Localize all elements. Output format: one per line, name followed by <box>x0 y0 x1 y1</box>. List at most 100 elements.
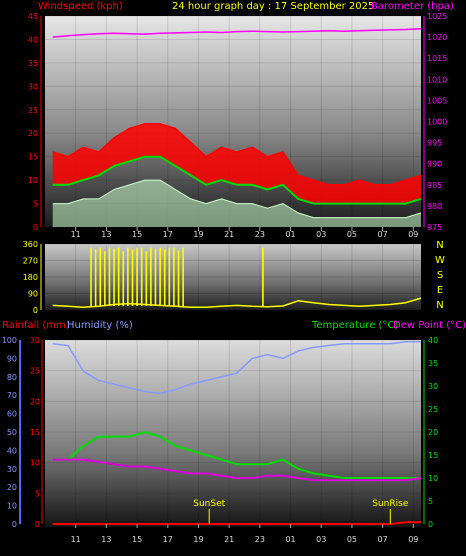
x-tick-label: 15 <box>132 535 142 544</box>
direction-grid <box>45 243 421 311</box>
dewpoint-line <box>52 458 422 482</box>
rainfall-tick-label: 5 <box>35 489 40 498</box>
x-tick-label: 01 <box>285 535 295 544</box>
barometer-line <box>52 27 422 38</box>
x-tick-label: 11 <box>71 535 81 544</box>
temperature-tick-label: 10 <box>428 474 438 483</box>
compass-label: W <box>435 255 445 266</box>
humidity-tick-label: 100 <box>2 336 17 345</box>
temperature-tick-label: 40 <box>428 336 438 345</box>
wind-tick-label: 25 <box>28 106 38 115</box>
temperature-tick-label: 0 <box>428 520 433 529</box>
wind-tick-label: 35 <box>28 59 38 68</box>
baro-tick-label: 975 <box>427 223 442 232</box>
temp-humidity-plot-area <box>45 340 421 527</box>
rainfall-tick-label: 20 <box>30 397 40 406</box>
x-tick-label: 21 <box>224 230 234 239</box>
direction-tick-label: 0 <box>33 306 38 315</box>
x-tick-label: 09 <box>408 535 418 544</box>
x-tick-label: 19 <box>193 535 203 544</box>
x-tick-label: 03 <box>316 230 326 239</box>
humidity-line <box>52 341 421 395</box>
dewpoint-axis-label: Dew Point (°C) <box>393 320 466 331</box>
wind-speed-line <box>52 179 422 219</box>
compass-label: N <box>436 240 443 251</box>
x-tick-label: 05 <box>347 535 357 544</box>
x-tick-label: 13 <box>101 535 111 544</box>
baro-tick-label: 1025 <box>427 12 447 21</box>
direction-tick-label: 90 <box>28 290 38 299</box>
humidity-axis-label: Humidity (%) <box>67 320 133 331</box>
bottom-x-axis-ticks: 11 13 15 17 19 21 23 01 03 05 07 09 <box>71 524 418 544</box>
x-tick-label: 03 <box>316 535 326 544</box>
humidity-tick-label: 50 <box>7 428 17 437</box>
wind-tick-label: 45 <box>28 12 38 21</box>
direction-tick-label: 180 <box>23 273 38 282</box>
direction-tick-label: 360 <box>23 240 38 249</box>
baro-tick-label: 1020 <box>427 33 447 42</box>
direction-series <box>52 247 422 309</box>
wind-tick-label: 15 <box>28 153 38 162</box>
baro-tick-label: 1005 <box>427 96 447 105</box>
x-tick-label: 11 <box>71 230 81 239</box>
temperature-tick-label: 5 <box>428 497 433 506</box>
windspeed-axis-label: Windspeed (kph) <box>38 1 123 12</box>
direction-axis-ticks: 0 90 180 270 360 <box>23 240 42 315</box>
wind-gust-line <box>52 123 422 186</box>
x-tick-label: 05 <box>347 230 357 239</box>
humidity-tick-label: 60 <box>7 410 17 419</box>
rainfall-line <box>52 521 421 525</box>
wind-tick-label: 5 <box>33 200 38 209</box>
baro-tick-label: 985 <box>427 181 442 190</box>
x-tick-label: 07 <box>378 535 388 544</box>
x-tick-label: 09 <box>408 230 418 239</box>
baro-tick-label: 1000 <box>427 118 447 127</box>
baro-tick-label: 980 <box>427 202 442 211</box>
compass-label: N <box>436 300 443 311</box>
rainfall-tick-label: 0 <box>35 520 40 529</box>
sun-annotation-label: SunSet <box>193 499 225 509</box>
x-tick-label: 01 <box>285 230 295 239</box>
wind-tick-label: 40 <box>28 35 38 44</box>
direction-tick-label: 270 <box>23 257 38 266</box>
sun-annotation-label: SunRise <box>372 499 409 509</box>
temperature-tick-label: 20 <box>428 428 438 437</box>
rainfall-axis-ticks: 0 5 10 15 20 25 30 <box>30 336 43 529</box>
wind-tick-label: 30 <box>28 82 38 91</box>
compass-label: S <box>437 270 443 281</box>
wind-average-line <box>52 155 422 205</box>
x-tick-label: 17 <box>163 230 173 239</box>
rainfall-tick-label: 30 <box>30 336 40 345</box>
x-tick-label: 17 <box>163 535 173 544</box>
rainfall-tick-label: 15 <box>30 428 40 437</box>
humidity-tick-label: 40 <box>7 446 17 455</box>
temperature-tick-label: 15 <box>428 451 438 460</box>
wind-speed-area <box>52 180 421 227</box>
barometer-axis-label: Barometer (hpa) <box>371 1 454 12</box>
x-tick-label: 19 <box>193 230 203 239</box>
humidity-tick-label: 70 <box>7 391 17 400</box>
temperature-tick-label: 25 <box>428 405 438 414</box>
direction-plot-area <box>45 244 421 310</box>
x-tick-label: 23 <box>255 535 265 544</box>
humidity-axis-ticks: 0 10 20 30 40 50 60 70 80 90 100 <box>2 336 21 529</box>
sun-annotations: SunSet SunRise <box>193 499 409 524</box>
wind-baro-series <box>52 27 422 227</box>
temp-humidity-series <box>52 341 422 525</box>
baro-tick-label: 995 <box>427 139 442 148</box>
humidity-tick-label: 80 <box>7 373 17 382</box>
rainfall-tick-label: 25 <box>30 367 40 376</box>
x-tick-label: 23 <box>255 230 265 239</box>
humidity-tick-label: 10 <box>7 502 17 511</box>
baro-axis-ticks: 975 980 985 990 995 1000 1005 1010 1015 1020 1025 <box>423 12 447 232</box>
humidity-tick-label: 0 <box>12 520 17 529</box>
wind-axis-ticks: 0 5 10 15 20 25 30 35 40 45 <box>28 12 42 232</box>
humidity-tick-label: 90 <box>7 354 17 363</box>
humidity-tick-label: 20 <box>7 483 17 492</box>
wind-tick-label: 10 <box>28 176 38 185</box>
compass-label: E <box>437 285 443 296</box>
x-tick-label: 13 <box>101 230 111 239</box>
